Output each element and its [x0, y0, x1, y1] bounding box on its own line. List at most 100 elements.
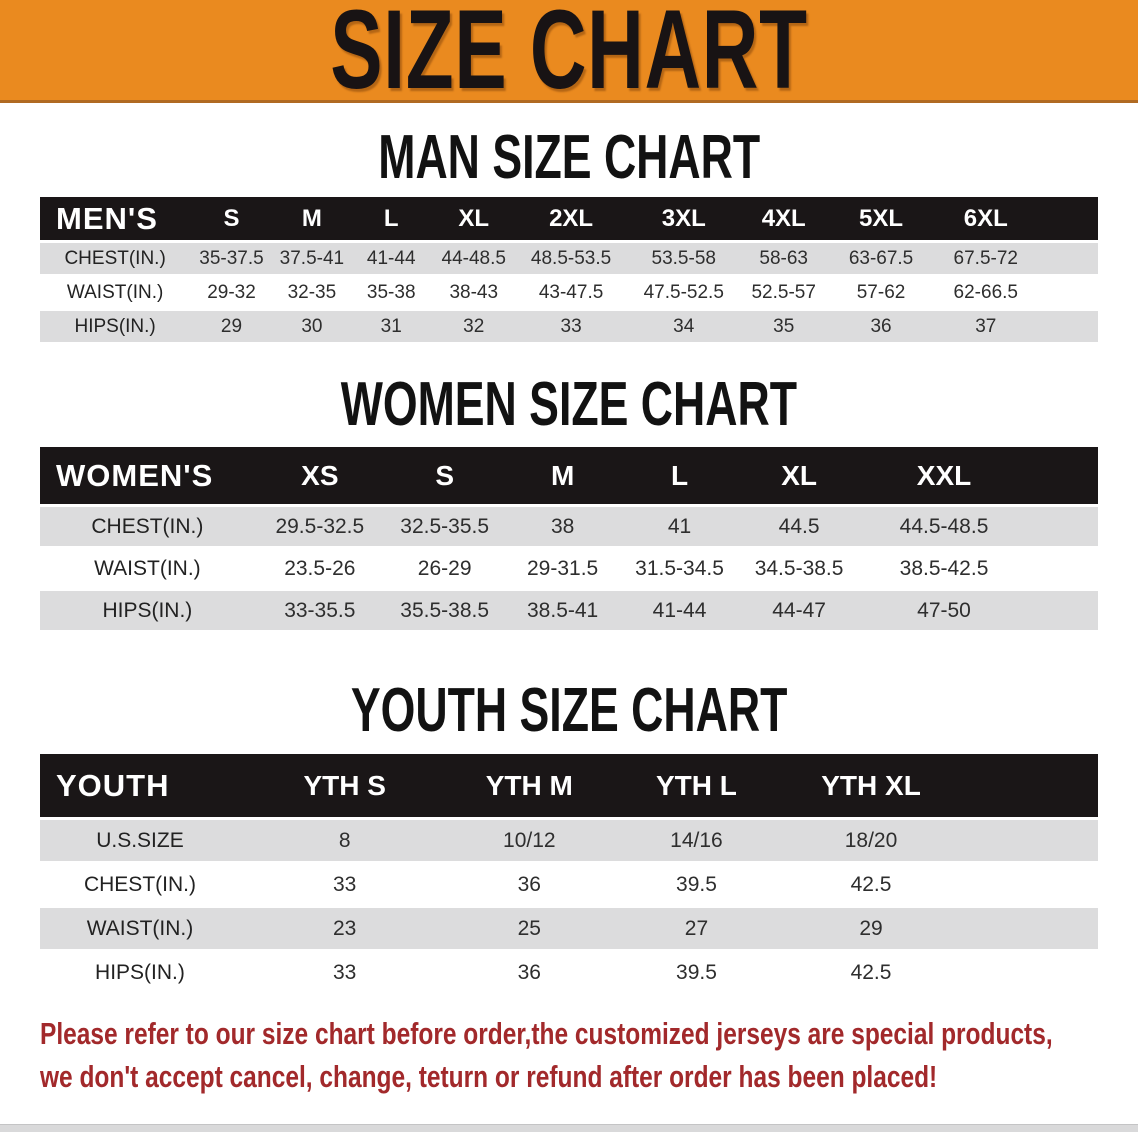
- row-label: U.S.SIZE: [40, 820, 240, 864]
- row-label: CHEST(IN.): [40, 864, 240, 908]
- row-spacer: [1028, 549, 1098, 591]
- size-value: 32-35: [272, 277, 352, 311]
- size-value: 14/16: [609, 820, 784, 864]
- size-value: 27: [609, 908, 784, 952]
- header-spacer: [958, 754, 1098, 820]
- size-value: 36: [449, 952, 610, 996]
- women-size-chart-title: WOMEN SIZE CHART: [340, 370, 798, 439]
- row-label: HIPS(IN.): [40, 591, 255, 633]
- size-column-header: S: [384, 447, 505, 507]
- size-value: 41-44: [620, 591, 739, 633]
- size-value: 26-29: [384, 549, 505, 591]
- size-column-header: L: [620, 447, 739, 507]
- measurement-row: WAIST(IN.) 29-32 32-35 35-38 38-43 43-47.5 47.…: [40, 277, 1098, 311]
- size-value: 36: [449, 864, 610, 908]
- measurement-row: WAIST(IN.) 23 25 27 29: [40, 908, 1098, 952]
- size-column-header: YTH M: [449, 754, 610, 820]
- size-value: 34.5-38.5: [738, 549, 860, 591]
- size-value: 39.5: [609, 864, 784, 908]
- row-label: CHEST(IN.): [40, 507, 255, 549]
- row-label: HIPS(IN.): [40, 311, 191, 345]
- row-spacer: [1035, 277, 1098, 311]
- row-label: HIPS(IN.): [40, 952, 240, 996]
- banner-title: SIZE CHART: [330, 0, 808, 103]
- measurement-row: CHEST(IN.) 33 36 39.5 42.5: [40, 864, 1098, 908]
- size-value: 42.5: [783, 864, 959, 908]
- size-value: 35: [741, 311, 827, 345]
- measurement-row: CHEST(IN.) 35-37.5 37.5-41 41-44 44-48.5 48.5…: [40, 243, 1098, 277]
- size-column-header: 4XL: [741, 197, 827, 243]
- size-value: 53.5-58: [626, 243, 742, 277]
- size-value: 42.5: [783, 952, 959, 996]
- size-value: 29-31.5: [504, 549, 621, 591]
- size-value: 63-67.5: [826, 243, 937, 277]
- size-value: 47-50: [859, 591, 1029, 633]
- size-value: 8: [239, 820, 450, 864]
- measurement-row: WAIST(IN.) 23.5-26 26-29 29-31.5 31.5-34.5 34…: [40, 549, 1098, 591]
- size-value: 33: [239, 952, 450, 996]
- men-size-chart-section: MAN SIZE CHART MEN'S S M L XL 2XL 3XL 4XL 5XL 6XL…: [0, 123, 1138, 345]
- measurement-row: HIPS(IN.) 33-35.5 35.5-38.5 38.5-41 41-44 44-…: [40, 591, 1098, 633]
- size-value: 30: [272, 311, 352, 345]
- size-value: 36: [826, 311, 937, 345]
- size-column-header: YTH XL: [783, 754, 959, 820]
- size-value: 57-62: [826, 277, 937, 311]
- size-value: 33: [239, 864, 450, 908]
- size-value: 35-37.5: [190, 243, 273, 277]
- men-size-chart-title: MAN SIZE CHART: [378, 123, 760, 192]
- table-header-row: YOUTH YTH S YTH M YTH L YTH XL: [40, 754, 1098, 820]
- women-size-chart-section: WOMEN SIZE CHART WOMEN'S XS S M L XL XXL CHEST(…: [0, 370, 1138, 633]
- size-value: 10/12: [449, 820, 610, 864]
- group-label: WOMEN'S: [40, 447, 255, 507]
- size-chart-banner: SIZE CHART: [0, 0, 1138, 103]
- size-value: 29: [783, 908, 959, 952]
- size-value: 38-43: [431, 277, 517, 311]
- size-value: 25: [449, 908, 610, 952]
- size-value: 33-35.5: [254, 591, 385, 633]
- size-column-header: XXL: [859, 447, 1029, 507]
- size-value: 41-44: [351, 243, 432, 277]
- row-spacer: [1028, 507, 1098, 549]
- size-value: 41: [620, 507, 739, 549]
- size-value: 38.5-42.5: [859, 549, 1029, 591]
- size-value: 31.5-34.5: [620, 549, 739, 591]
- size-value: 44.5-48.5: [859, 507, 1029, 549]
- size-column-header: 2XL: [516, 197, 627, 243]
- size-value: 37.5-41: [272, 243, 352, 277]
- size-value: 29-32: [190, 277, 273, 311]
- group-label: MEN'S: [40, 197, 191, 243]
- size-value: 34: [626, 311, 742, 345]
- size-value: 35-38: [351, 277, 432, 311]
- size-value: 32.5-35.5: [384, 507, 505, 549]
- size-column-header: XS: [254, 447, 385, 507]
- mens-size-table: MEN'S S M L XL 2XL 3XL 4XL 5XL 6XL CHEST(IN.) 35-37…: [40, 197, 1098, 345]
- size-value: 33: [516, 311, 627, 345]
- row-spacer: [958, 820, 1098, 864]
- size-column-header: 5XL: [826, 197, 937, 243]
- size-value: 44-48.5: [431, 243, 517, 277]
- row-label: CHEST(IN.): [40, 243, 191, 277]
- row-label: WAIST(IN.): [40, 277, 191, 311]
- size-column-header: 3XL: [626, 197, 742, 243]
- row-label: WAIST(IN.): [40, 549, 255, 591]
- size-column-header: S: [190, 197, 273, 243]
- size-value: 31: [351, 311, 432, 345]
- size-value: 23: [239, 908, 450, 952]
- size-column-header: M: [272, 197, 352, 243]
- size-value: 37: [936, 311, 1036, 345]
- measurement-row: HIPS(IN.) 29 30 31 32 33 34 35 36 37: [40, 311, 1098, 345]
- row-spacer: [1035, 311, 1098, 345]
- size-value: 43-47.5: [516, 277, 627, 311]
- size-value: 18/20: [783, 820, 959, 864]
- size-value: 38: [504, 507, 621, 549]
- size-value: 48.5-53.5: [516, 243, 627, 277]
- size-column-header: M: [504, 447, 621, 507]
- header-spacer: [1028, 447, 1098, 507]
- size-value: 23.5-26: [254, 549, 385, 591]
- size-column-header: L: [351, 197, 432, 243]
- size-column-header: 6XL: [936, 197, 1036, 243]
- row-spacer: [1035, 243, 1098, 277]
- youth-size-table: YOUTH YTH S YTH M YTH L YTH XL U.S.SIZE 8 10/12…: [40, 754, 1098, 996]
- size-value: 58-63: [741, 243, 827, 277]
- youth-size-chart-title: YOUTH SIZE CHART: [350, 676, 788, 745]
